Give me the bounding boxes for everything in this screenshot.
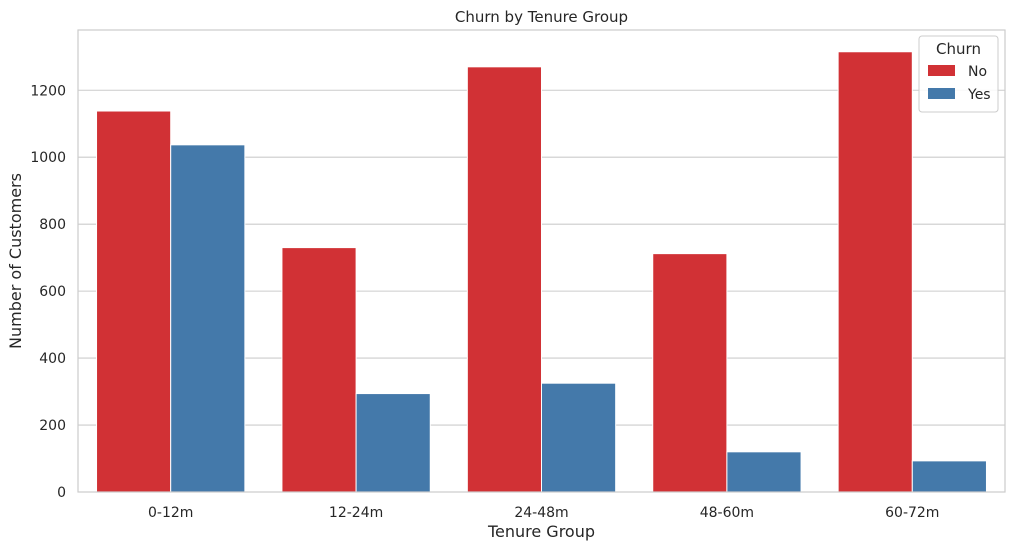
legend: Churn No Yes: [918, 35, 999, 113]
plot-frame: [77, 29, 1006, 493]
y-tick-label: 200: [39, 418, 66, 434]
legend-label-yes: Yes: [967, 87, 991, 103]
x-tick-label: 0-12m: [148, 505, 193, 521]
x-tick-label: 48-60m: [700, 505, 754, 521]
x-tick-label: 60-72m: [885, 505, 939, 521]
legend-label-no: No: [968, 64, 987, 80]
y-tick-label: 1000: [30, 150, 66, 166]
y-tick-label: 0: [57, 485, 66, 501]
y-tick-label: 600: [39, 284, 66, 300]
bar-yes-0-12m: [170, 144, 246, 493]
y-tick-label: 1200: [30, 83, 66, 99]
x-tick-label: 24-48m: [514, 505, 568, 521]
legend-swatch-yes: [928, 88, 955, 99]
legend-title: Churn: [936, 40, 981, 58]
bar-yes-24-48m: [541, 382, 617, 493]
y-tick-label: 800: [39, 217, 66, 233]
x-axis-label: Tenure Group: [487, 522, 595, 541]
bars-layer: [96, 51, 987, 493]
bar-yes-60-72m: [911, 460, 987, 493]
bar-no-60-72m: [837, 51, 913, 493]
bar-no-12-24m: [281, 247, 357, 493]
chart-title: Churn by Tenure Group: [455, 8, 628, 26]
y-tick-label: 400: [39, 351, 66, 367]
y-axis-label: Number of Customers: [6, 173, 25, 349]
legend-swatch-no: [928, 65, 955, 76]
bar-yes-48-60m: [726, 451, 802, 493]
ticks-layer: 0 200 400 600 800 1000 1200 0-12m 12-24m 24-48m 48…: [30, 83, 939, 521]
legend-items: No Yes: [928, 64, 991, 103]
x-tick-label: 12-24m: [329, 505, 383, 521]
bar-no-24-48m: [466, 66, 542, 493]
bar-no-0-12m: [96, 110, 172, 493]
bar-no-48-60m: [652, 253, 728, 493]
bar-yes-12-24m: [355, 393, 431, 493]
